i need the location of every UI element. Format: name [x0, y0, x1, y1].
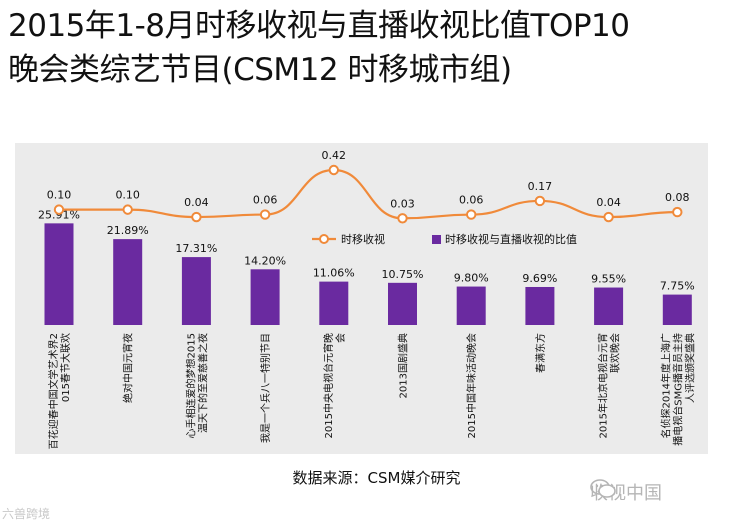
category-label-1-line-0: 绝对中国元宵夜 — [122, 333, 135, 403]
bar-label-7: 9.69% — [522, 272, 557, 285]
bar-label-8: 9.55% — [591, 273, 626, 286]
chart-title: 2015年1-8月时移收视与直播收视比值TOP10 晚会类综艺节目(CSM12 … — [8, 4, 748, 92]
bar-9 — [662, 294, 692, 325]
title-line-1: 2015年1-8月时移收视与直播收视比值TOP10 — [8, 8, 630, 44]
category-label-2-line-1: 温天下的至爱慈善之夜 — [196, 333, 209, 433]
bar-7 — [525, 286, 555, 325]
category-label-4-line-1: 会 — [334, 333, 347, 343]
category-label-6: 2015中国年味活动晚会 — [465, 333, 478, 438]
line-label-5: 0.03 — [390, 197, 415, 210]
watermark-right: 收视中国 — [590, 479, 662, 505]
bar-label-6: 9.80% — [454, 272, 489, 285]
line-point-1 — [122, 204, 133, 215]
category-label-9: 名侦探2014年度上海广 播电视台SMG播音员主持 人评选颁奖盛典 — [659, 333, 696, 446]
category-label-6-line-0: 2015中国年味活动晚会 — [465, 333, 478, 438]
category-label-1: 绝对中国元宵夜 — [122, 333, 135, 403]
category-label-3: 我是一个兵八一特别节目 — [259, 333, 272, 443]
line-label-3: 0.06 — [253, 194, 278, 207]
bar-label-9: 7.75% — [660, 280, 695, 293]
line-label-9: 0.08 — [665, 191, 690, 204]
bar-8 — [594, 287, 624, 325]
line-point-7 — [534, 195, 546, 207]
line-label-2: 0.04 — [184, 196, 209, 209]
bar-3 — [250, 269, 280, 325]
legend-label-ratio: 时移收视与直播收视的比值 — [445, 232, 577, 246]
line-point-3 — [259, 209, 271, 220]
category-label-0-line-1: 015春节大联欢 — [59, 333, 72, 402]
category-label-5: 2013国剧盛典 — [397, 333, 410, 398]
line-point-0 — [53, 204, 65, 215]
line-label-6: 0.06 — [459, 194, 484, 207]
line-label-8: 0.04 — [596, 196, 621, 209]
line-label-1: 0.10 — [115, 189, 140, 202]
wechat-icon — [590, 479, 616, 498]
bar-0 — [44, 223, 74, 325]
category-label-3-line-0: 我是一个兵八一特别节目 — [259, 333, 272, 443]
line-point-6 — [466, 209, 477, 220]
category-label-7-line-0: 春满东方 — [534, 333, 547, 373]
watermark-left: 六兽跨境 — [2, 507, 51, 521]
category-label-4-line-0: 2015中央电视台元宵晚 — [322, 333, 335, 438]
bar-label-5: 10.75% — [382, 268, 424, 281]
category-label-2: 心手相连爱的梦想2015 温天下的至爱慈善之夜 — [184, 333, 209, 438]
bar-6 — [456, 286, 486, 325]
category-label-5-line-0: 2013国剧盛典 — [397, 333, 410, 398]
bar-2 — [181, 257, 211, 325]
category-label-8: 2015年北京电视台元宵 联欢晚会 — [597, 333, 622, 438]
data-source: 数据来源：CSM媒介研究 — [292, 469, 461, 487]
line-label-7: 0.17 — [528, 180, 553, 193]
category-label-0: 百花迎春中国文学艺术界2 015春节大联欢 — [47, 333, 72, 449]
bar-label-3: 14.20% — [244, 254, 286, 267]
series-line-shiyi — [59, 168, 678, 220]
line-label-4: 0.42 — [322, 149, 347, 162]
legend-bar-swatch — [432, 235, 441, 244]
line-point-4 — [328, 164, 339, 176]
bar-1 — [113, 239, 143, 325]
bar-4 — [319, 281, 349, 325]
category-label-9-line-1: 播电视台SMG播音员主持 — [671, 333, 684, 446]
legend-line-marker — [319, 234, 329, 244]
category-label-7: 春满东方 — [534, 333, 547, 373]
bar-5 — [388, 282, 417, 325]
line-point-8 — [603, 211, 614, 223]
category-label-4: 2015中央电视台元宵晚会 — [322, 333, 347, 438]
bar-label-0: 25.91% — [38, 208, 80, 221]
category-label-0-line-0: 百花迎春中国文学艺术界2 — [47, 333, 60, 449]
category-label-2-line-0: 心手相连爱的梦想2015 — [184, 333, 197, 438]
line-point-9 — [672, 206, 683, 218]
legend-label-shiyi: 时移收视 — [341, 232, 385, 246]
title-line-2: 晚会类综艺节目(CSM12 时移城市组) — [8, 52, 512, 88]
line-label-0: 0.10 — [47, 189, 72, 202]
bar-label-4: 11.06% — [313, 267, 355, 280]
category-label-9-line-0: 名侦探2014年度上海广 — [659, 333, 672, 438]
bar-label-1: 21.89% — [107, 224, 149, 237]
line-point-5 — [397, 213, 408, 224]
category-label-8-line-1: 联欢晚会 — [609, 333, 622, 373]
bar-label-2: 17.31% — [175, 242, 217, 255]
category-label-8-line-0: 2015年北京电视台元宵 — [597, 333, 610, 438]
category-label-9-line-2: 人评选颁奖盛典 — [683, 333, 696, 403]
line-point-2 — [191, 211, 202, 223]
